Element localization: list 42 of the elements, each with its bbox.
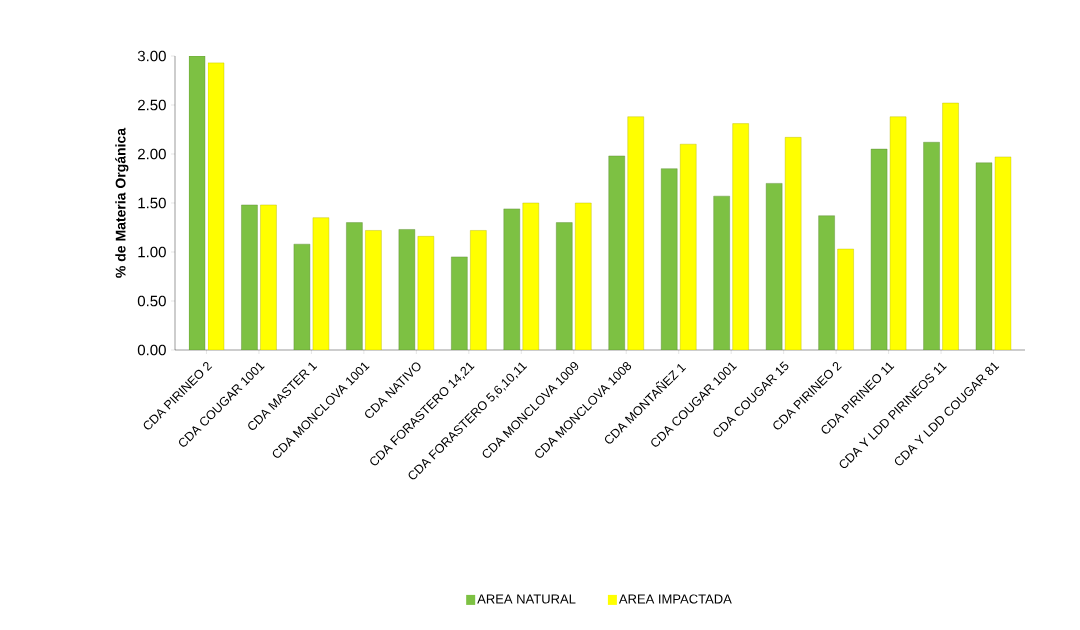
bar bbox=[260, 204, 277, 350]
bar bbox=[870, 148, 888, 350]
bar bbox=[837, 248, 854, 350]
bar bbox=[680, 144, 697, 350]
bar bbox=[818, 215, 835, 350]
y-tick-label: 0.50 bbox=[137, 295, 166, 307]
y-tick-label: 1.00 bbox=[138, 246, 166, 258]
legend-label: AREA NATURAL bbox=[477, 594, 576, 604]
bar bbox=[608, 155, 625, 350]
bar bbox=[522, 202, 539, 350]
bar bbox=[188, 56, 206, 350]
bar bbox=[942, 102, 959, 350]
bar bbox=[312, 217, 330, 350]
bar bbox=[417, 236, 435, 350]
y-tick-label: 2.00 bbox=[138, 148, 166, 160]
y-axis-title: % de Materia Orgánica bbox=[115, 127, 129, 278]
bar bbox=[451, 256, 468, 350]
bar bbox=[241, 204, 258, 350]
bar bbox=[365, 230, 382, 350]
y-tick-label: 2.50 bbox=[138, 99, 166, 111]
bar bbox=[293, 243, 311, 350]
bar bbox=[661, 168, 678, 350]
bar bbox=[503, 208, 520, 350]
legend-label: AREA IMPACTADA bbox=[618, 594, 732, 604]
bar bbox=[627, 116, 644, 350]
bar bbox=[556, 222, 573, 350]
y-tick-label: 1.50 bbox=[138, 197, 166, 209]
y-tick-label: 0.00 bbox=[137, 344, 166, 356]
bar bbox=[713, 195, 730, 350]
bar bbox=[207, 62, 225, 350]
bar bbox=[923, 142, 940, 350]
y-tick-label: 3.00 bbox=[137, 50, 166, 62]
bar bbox=[765, 183, 783, 350]
bar bbox=[575, 202, 592, 350]
bar bbox=[975, 162, 993, 350]
bar bbox=[732, 123, 749, 350]
bar bbox=[470, 230, 487, 350]
bar bbox=[398, 229, 416, 350]
bar bbox=[784, 137, 802, 350]
bar bbox=[346, 222, 363, 350]
bar bbox=[889, 116, 907, 350]
bar bbox=[994, 156, 1012, 350]
